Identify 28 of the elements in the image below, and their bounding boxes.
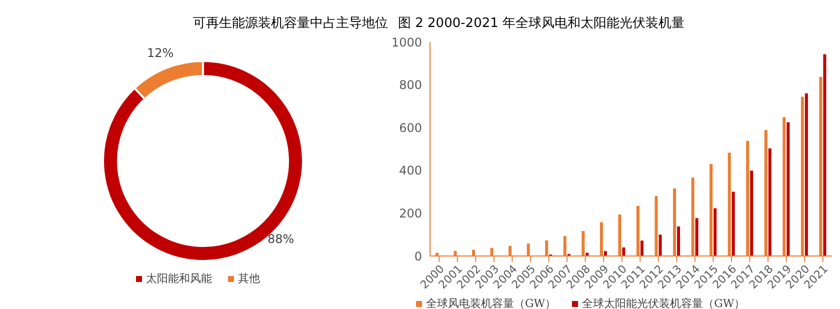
y-tick-label: 800 <box>399 78 422 92</box>
y-tick-label: 600 <box>399 120 422 135</box>
bar <box>658 234 662 256</box>
chart-title: 可再生能源装机容量中占主导地位 <box>192 15 388 32</box>
legend-label: 全球太阳能光伏装机容量（GW） <box>581 296 746 309</box>
bar <box>640 240 644 256</box>
bar <box>622 247 626 256</box>
data-label: 12% <box>146 46 174 60</box>
bar <box>714 208 717 256</box>
bar <box>750 170 754 256</box>
y-tick-label: 400 <box>399 164 422 178</box>
bar <box>677 226 680 256</box>
y-tick-label: 200 <box>399 206 422 220</box>
bar <box>786 122 790 256</box>
chart-title: 图 2 2000-2021 年全球风电和太阳能光伏装机量 <box>398 15 685 32</box>
data-label: 88% <box>267 232 294 246</box>
y-tick-label: 0 <box>414 249 422 264</box>
legend-label: 太阳能和风能 <box>145 271 212 286</box>
bar <box>768 148 772 256</box>
bar <box>695 218 698 256</box>
bar <box>732 192 735 256</box>
legend-label: 全球风电装机容量（GW） <box>425 296 556 309</box>
legend-label: 其他 <box>237 271 260 286</box>
bar <box>823 54 826 256</box>
donut-slice <box>102 60 304 262</box>
bar <box>604 251 607 256</box>
y-tick-label: 1000 <box>391 35 422 50</box>
bar <box>804 93 808 256</box>
